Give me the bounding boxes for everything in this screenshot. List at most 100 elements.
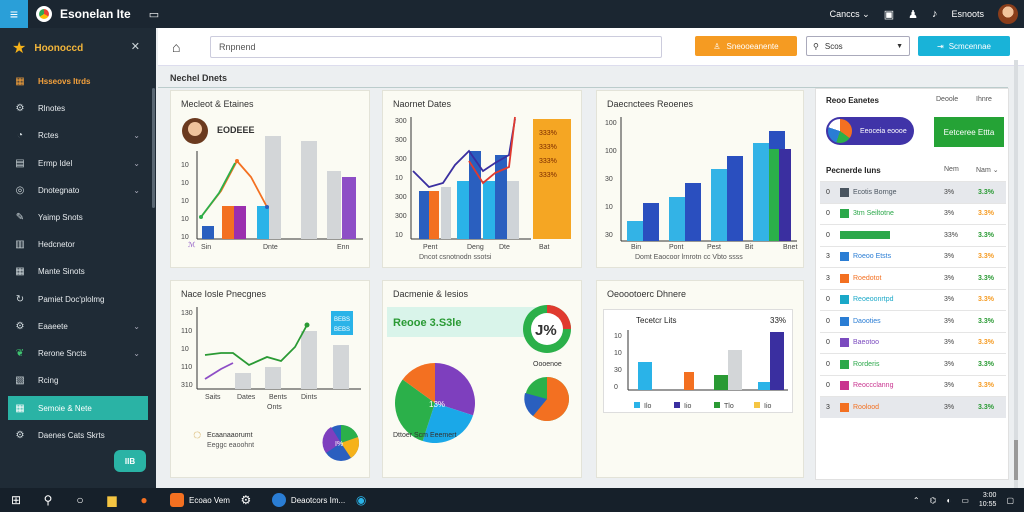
- row-percent: 3%: [944, 317, 955, 325]
- sidebar-scrollbar[interactable]: [152, 88, 155, 208]
- bar: [342, 177, 356, 239]
- table-row[interactable]: 3 Roolood 3% 3.3%: [820, 396, 1006, 418]
- bar: [627, 221, 643, 241]
- settings-icon[interactable]: ⚙: [240, 493, 252, 507]
- sidebar-item-6[interactable]: ▥ Hedcnetor: [0, 231, 156, 258]
- row-percent: 3%: [944, 274, 955, 282]
- row-change: 3.3%: [978, 274, 994, 282]
- calendar-icon: ▧: [15, 375, 25, 387]
- sidebar-item-10[interactable]: ❦ Rerone Sncts ⌄: [0, 340, 156, 367]
- column-header-name[interactable]: Nem: [944, 166, 959, 173]
- row-color-swatch: [840, 231, 890, 240]
- home-icon[interactable]: ⌂: [172, 38, 181, 55]
- pie-slice: [395, 379, 435, 442]
- taskbar-app-1[interactable]: Ecoao Vem: [170, 493, 230, 507]
- row-index: 0: [826, 360, 830, 368]
- browser-icon[interactable]: ●: [140, 493, 148, 507]
- page-scrollbar[interactable]: [1014, 60, 1018, 490]
- table-row[interactable]: 0 Rorderis 3% 3.3%: [820, 353, 1006, 375]
- table-row[interactable]: 0 Reoccclanng 3% 3.3%: [820, 374, 1006, 397]
- sidebar-item-5[interactable]: ✎ Yaimp Snots: [0, 204, 156, 231]
- table-row[interactable]: 0 Daooties 3% 3.3%: [820, 310, 1006, 332]
- row-name: Reoccclanng: [853, 382, 894, 390]
- chevron-down-icon: ⌄: [133, 348, 140, 358]
- pie-slice: [402, 363, 435, 403]
- chart-6-svg: 10 10 30 0 Ilo Iio Tlo Iio: [614, 330, 788, 410]
- sidebar-item-3[interactable]: ▤ Ermp Idel ⌄: [0, 150, 156, 177]
- line-purple: [204, 362, 234, 380]
- layout-icon: ▤: [15, 157, 25, 169]
- row-change: 3.3%: [978, 296, 994, 304]
- y-tick-label: 10: [181, 216, 189, 223]
- secondary-action-button[interactable]: ⇥ Scmcennae: [918, 36, 1010, 56]
- tab-icon[interactable]: ▭: [148, 8, 160, 21]
- table-row[interactable]: 0 33% 3.3%: [820, 224, 1006, 246]
- row-name: Ecotis Bornge: [853, 188, 897, 196]
- filter-select[interactable]: ⚲ Scos ▼: [806, 36, 910, 56]
- chart-footer: Domt Eaocoor lrnrotn cc Vbto ssss: [635, 254, 743, 261]
- bar: [669, 197, 685, 241]
- taskbar-app-2[interactable]: Deaotcors Im...: [271, 493, 345, 507]
- notification-icon[interactable]: ▢: [1006, 495, 1014, 505]
- network-icon[interactable]: ⌬: [929, 495, 937, 505]
- search-icon[interactable]: ⚲: [43, 493, 53, 507]
- green-action-button[interactable]: Eetceree Ettta: [934, 117, 1004, 147]
- bar: [758, 382, 770, 390]
- pie-badge[interactable]: Eeoceia eoooe: [826, 117, 914, 145]
- bar: [779, 149, 791, 241]
- primary-action-label: Sneooeanente: [726, 41, 779, 51]
- bell-icon[interactable]: ♪: [931, 8, 938, 20]
- row-change: 3.3%: [978, 317, 994, 325]
- gear-icon: ⚙: [15, 430, 25, 442]
- chevron-up-icon[interactable]: ⌃: [912, 495, 920, 505]
- task-view-icon[interactable]: ○: [76, 493, 84, 507]
- sidebar-item-label: Yaimp Snots: [38, 213, 83, 223]
- user-name[interactable]: Esnoots: [951, 9, 984, 19]
- sidebar-item-2[interactable]: ◔ Rctes ⌄: [0, 122, 156, 149]
- settings-icon: ⚙: [15, 103, 25, 115]
- table-row[interactable]: 0 Reoeoonrtpd 3% 3.3%: [820, 288, 1006, 311]
- table-row[interactable]: 0 Ecotis Bornge 3% 3.3%: [820, 181, 1006, 203]
- card-title: Daecnctees Reoenes: [607, 99, 694, 109]
- close-icon[interactable]: ✕: [130, 41, 140, 53]
- folder-icon[interactable]: ▆: [107, 493, 117, 507]
- volume-icon[interactable]: ◐: [946, 495, 952, 505]
- sidebar-item-8[interactable]: ↻ Pamiet Doc'plolmg: [0, 286, 156, 313]
- table-row[interactable]: 3 Roedotot 3% 3.3%: [820, 267, 1006, 289]
- sidebar-item-label: Rctes: [38, 131, 59, 141]
- edge-icon[interactable]: ◉: [355, 493, 367, 507]
- bar: [711, 169, 727, 241]
- search-input[interactable]: Rnpnend: [210, 36, 662, 58]
- sidebar-item-4[interactable]: ◎ Dnotegnato ⌄: [0, 177, 156, 204]
- x-tick-label: Saits: [205, 394, 221, 401]
- y-tick-label: 10: [614, 350, 622, 357]
- legend-label: Eeggc eaoohnt: [207, 442, 254, 449]
- sidebar-item-13[interactable]: ⚙ Daenes Cats Skrts: [0, 422, 156, 449]
- user-icon: ♙: [713, 41, 721, 51]
- card-title: Nace Iosle Pnecgnes: [181, 289, 267, 299]
- calendar-icon[interactable]: ▣: [883, 8, 895, 21]
- person-icon[interactable]: ♟: [908, 8, 918, 21]
- sidebar-item-9[interactable]: ⚙ Eaaeete ⌄: [0, 313, 156, 340]
- windows-start-icon[interactable]: ⊞: [10, 493, 22, 507]
- pie-label: I%: [335, 441, 343, 448]
- avatar[interactable]: [998, 4, 1018, 24]
- column-header-value[interactable]: Nam ⌄: [976, 167, 999, 174]
- table-row[interactable]: 0 Baeotoo 3% 3.3%: [820, 331, 1006, 354]
- primary-action-button[interactable]: ♙ Sneooeanente: [695, 36, 797, 56]
- sidebar-bottom-button[interactable]: IIB: [114, 450, 146, 472]
- sidebar-item-7[interactable]: ▦ Mante Sinots: [0, 258, 156, 285]
- sidebar-item-0[interactable]: ▦ Hsseovs Itrds: [0, 68, 156, 95]
- app-menu-icon[interactable]: ≡: [0, 0, 28, 28]
- chart-footer: Dttoer Scm Eeemert: [393, 432, 456, 439]
- table-row[interactable]: 3 Roeoo Etsts 3% 3.3%: [820, 245, 1006, 268]
- sidebar-item-1[interactable]: ⚙ Rlnotes: [0, 95, 156, 122]
- sidebar-item-11[interactable]: ▧ Rcing: [0, 367, 156, 394]
- sidebar-item-12[interactable]: ▦ Semoie & Nete: [8, 396, 148, 421]
- panel-title: Reoo Eanetes: [826, 96, 879, 105]
- battery-icon[interactable]: ▭: [961, 495, 969, 505]
- bar: [728, 350, 742, 390]
- account-menu[interactable]: Canccs ⌄: [829, 8, 870, 19]
- table-row[interactable]: 0 3tm Seiltotne 3% 3.3%: [820, 202, 1006, 225]
- clock[interactable]: 3:00 10:55: [979, 491, 997, 509]
